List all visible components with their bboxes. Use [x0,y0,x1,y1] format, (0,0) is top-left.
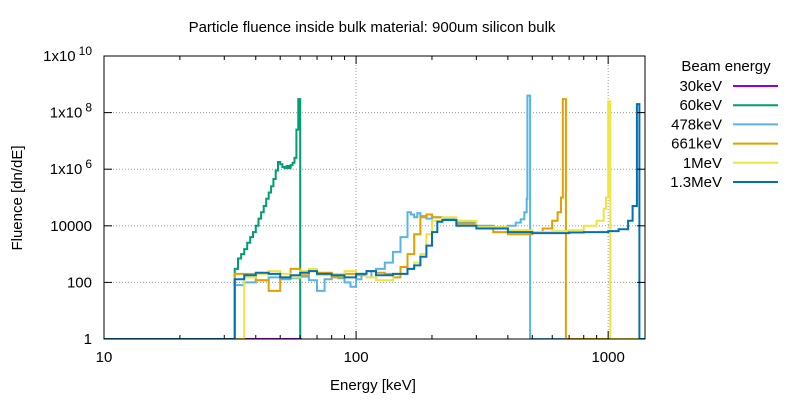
legend-label: 1.3MeV [670,174,722,191]
y-tick-label: 10000 [50,218,92,235]
series-lines [104,94,645,339]
y-tick-label: 1 [84,331,92,348]
y-axis-label: Fluence [dn/dE] [9,145,26,250]
series-line-661keV [104,98,645,339]
legend-label: 661keV [671,136,722,153]
series-line-60keV [104,98,302,339]
series-line-1.3MeV [104,103,645,339]
legend-label: 1MeV [683,155,722,172]
x-axis-label: Energy [keV] [330,377,416,394]
y-tick-label: 100 [67,274,92,291]
y-tick-label: 1x10 6 [50,157,93,178]
legend-label: 478keV [671,116,722,133]
y-tick-label: 1x10 10 [43,44,92,65]
chart-title: Particle fluence inside bulk material: 9… [189,19,556,36]
x-tick-label: 100 [344,349,369,366]
legend: Beam energy 30keV 60keV 478keV 661keV 1MeV 1.… [670,58,778,191]
x-tick-label: 1000 [591,349,624,366]
y-tick-label: 1x10 8 [50,101,93,122]
y-axis-ticks: 1 100 10000 1x10 6 1x10 8 1x10 10 [43,44,645,348]
legend-title: Beam energy [681,58,771,75]
plot-frame [103,55,646,340]
legend-label: 60keV [679,97,722,114]
legend-label: 30keV [679,78,722,95]
x-axis-ticks: 10 100 1000 [96,56,625,366]
x-tick-label: 10 [96,349,113,366]
